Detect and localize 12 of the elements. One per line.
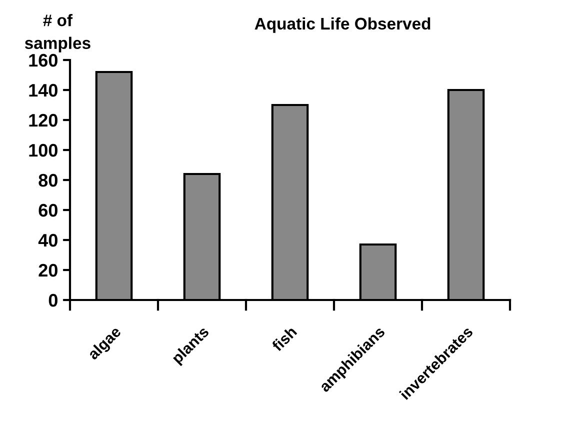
y-tick-label: 160 bbox=[29, 54, 58, 67]
y-tick-label: 100 bbox=[29, 144, 58, 157]
y-tick-label: 40 bbox=[38, 234, 58, 247]
y-tick-label: 0 bbox=[48, 294, 58, 307]
y-tick-label: 80 bbox=[38, 174, 58, 187]
chart-title: Aquatic Life Observed bbox=[254, 17, 430, 33]
y-axis-title: # of samples bbox=[24, 14, 90, 52]
y-tick-label: 20 bbox=[38, 264, 58, 277]
y-tick-label: 140 bbox=[29, 84, 58, 97]
x-tick-label: fish bbox=[270, 326, 298, 352]
y-tick-label: 60 bbox=[38, 204, 58, 217]
y-tick-label: 120 bbox=[29, 114, 58, 127]
